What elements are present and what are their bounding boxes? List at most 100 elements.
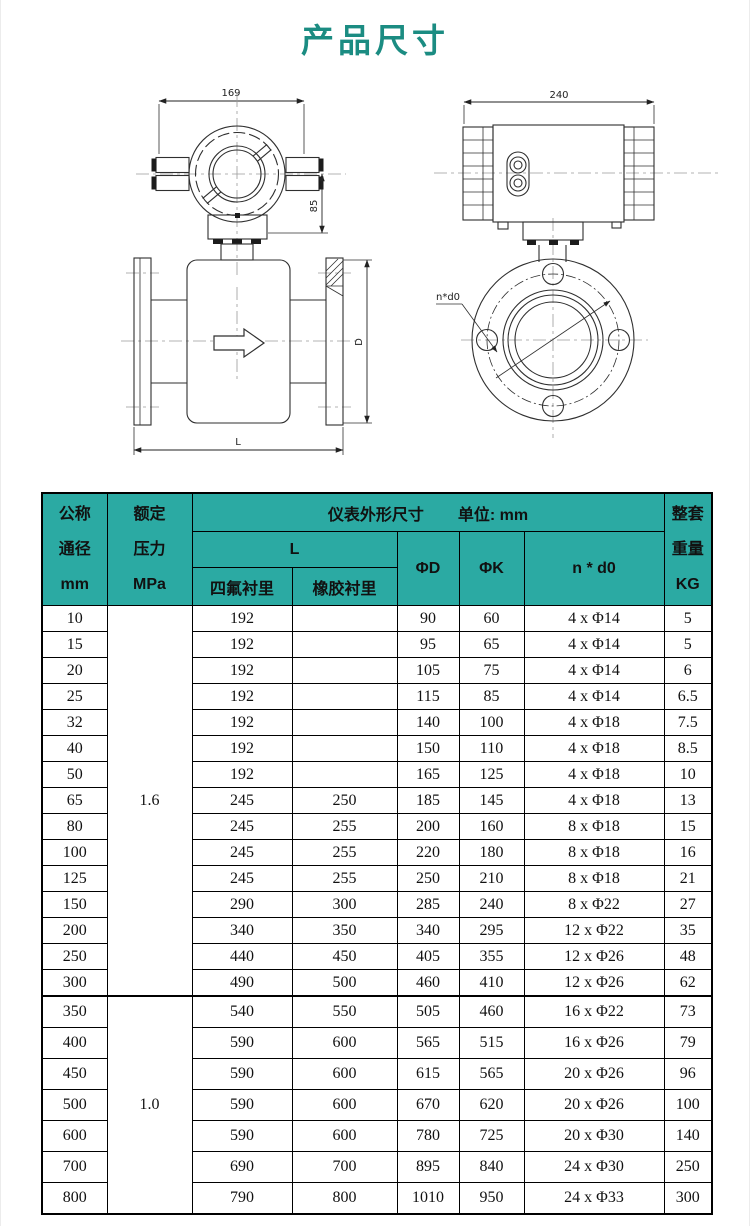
cell-phi-k: 240 [458, 891, 525, 918]
cell-rubber-lining-L: 350 [291, 917, 398, 944]
cell-rubber-lining-L: 300 [291, 891, 398, 918]
cell-rubber-lining-L: 500 [291, 969, 398, 997]
cell-rubber-lining-L: 800 [291, 1182, 398, 1215]
cell-bolt-holes: 8 x Φ18 [523, 865, 665, 892]
cell-phi-d: 505 [396, 995, 460, 1028]
cell-bolt-holes: 4 x Φ14 [523, 605, 665, 632]
cell-phi-d: 405 [396, 943, 460, 970]
cell-weight: 5 [663, 631, 713, 658]
cell-nominal-diameter: 80 [41, 813, 108, 840]
cell-phi-k: 110 [458, 735, 525, 762]
dimension-label: 240 [549, 90, 568, 101]
cell-pressure: 1.6 [106, 605, 193, 997]
cell-phi-d: 105 [396, 657, 460, 684]
table-row: 15 192 95 65 4 x Φ14 5 [41, 631, 713, 658]
cell-phi-d: 150 [396, 735, 460, 762]
cell-nominal-diameter: 300 [41, 969, 108, 997]
cell-bolt-holes: 12 x Φ26 [523, 969, 665, 997]
table-body: 10 1.6 192 90 60 4 x Φ14 5 15 192 95 65 4 x Φ14 5 20 1… [41, 605, 713, 1215]
cell-nominal-diameter: 450 [41, 1058, 108, 1090]
cell-rubber-lining-L: 255 [291, 865, 398, 892]
cell-nominal-diameter: 65 [41, 787, 108, 814]
cell-weight: 35 [663, 917, 713, 944]
cell-phi-k: 565 [458, 1058, 525, 1090]
cell-nominal-diameter: 350 [41, 995, 108, 1028]
table-row: 100 245 255 220 180 8 x Φ18 16 [41, 839, 713, 866]
cell-ptfe-lining-L: 192 [191, 683, 293, 710]
cell-weight: 140 [663, 1120, 713, 1152]
cell-weight: 62 [663, 969, 713, 997]
cell-rubber-lining-L: 250 [291, 787, 398, 814]
cell-bolt-holes: 4 x Φ18 [523, 735, 665, 762]
table-row: 800 790 800 1010 950 24 x Φ33 300 [41, 1182, 713, 1215]
cell-nominal-diameter: 10 [41, 605, 108, 632]
header-nominal-diameter: 公称 通径 mm [41, 492, 108, 606]
cell-rubber-lining-L: 600 [291, 1058, 398, 1090]
cell-nominal-diameter: 40 [41, 735, 108, 762]
header-rated-pressure: 额定 压力 MPa [106, 492, 193, 606]
cell-ptfe-lining-L: 490 [191, 969, 293, 997]
cell-phi-d: 140 [396, 709, 460, 736]
cell-bolt-holes: 20 x Φ26 [523, 1058, 665, 1090]
cell-phi-k: 100 [458, 709, 525, 736]
cell-phi-k: 85 [458, 683, 525, 710]
cell-phi-k: 620 [458, 1089, 525, 1121]
cell-nominal-diameter: 600 [41, 1120, 108, 1152]
cable-glands [506, 151, 530, 197]
cell-nominal-diameter: 200 [41, 917, 108, 944]
cell-ptfe-lining-L: 790 [191, 1182, 293, 1215]
dimension-label: n*d0 [436, 292, 460, 303]
cell-ptfe-lining-L: 245 [191, 865, 293, 892]
cell-ptfe-lining-L: 540 [191, 995, 293, 1028]
table-row: 10 1.6 192 90 60 4 x Φ14 5 [41, 605, 713, 997]
header-phi-k: ΦK [458, 531, 525, 606]
cell-bolt-holes: 12 x Φ22 [523, 917, 665, 944]
cell-phi-d: 670 [396, 1089, 460, 1121]
table-row: 80 245 255 200 160 8 x Φ18 15 [41, 813, 713, 840]
page-title: 产品尺寸 [301, 22, 449, 59]
cell-rubber-lining-L: 255 [291, 813, 398, 840]
table-row: 450 590 600 615 565 20 x Φ26 96 [41, 1058, 713, 1090]
cell-phi-k: 950 [458, 1182, 525, 1215]
cell-phi-d: 340 [396, 917, 460, 944]
cell-rubber-lining-L [291, 735, 398, 762]
cell-phi-d: 90 [396, 605, 460, 632]
cell-phi-d: 95 [396, 631, 460, 658]
cell-ptfe-lining-L: 590 [191, 1120, 293, 1152]
cell-phi-k: 295 [458, 917, 525, 944]
cell-weight: 13 [663, 787, 713, 814]
cell-phi-k: 460 [458, 995, 525, 1028]
dimension-L: L [133, 427, 344, 455]
cell-nominal-diameter: 20 [41, 657, 108, 684]
cell-phi-d: 895 [396, 1151, 460, 1183]
cell-weight: 8.5 [663, 735, 713, 762]
cell-ptfe-lining-L: 245 [191, 787, 293, 814]
cell-ptfe-lining-L: 590 [191, 1058, 293, 1090]
cell-bolt-holes: 12 x Φ26 [523, 943, 665, 970]
table-row: 500 590 600 670 620 20 x Φ26 100 [41, 1089, 713, 1121]
cell-nominal-diameter: 15 [41, 631, 108, 658]
junction-box [207, 213, 268, 261]
cell-phi-k: 125 [458, 761, 525, 788]
cell-phi-d: 165 [396, 761, 460, 788]
cell-ptfe-lining-L: 245 [191, 839, 293, 866]
header-rubber-lining: 橡胶衬里 [291, 567, 398, 606]
table-row: 350 1.0 540 550 505 460 16 x Φ22 73 [41, 995, 713, 1215]
sensor-body [133, 257, 344, 426]
flowmeter-side-view-drawing: 169 [121, 88, 372, 455]
cell-weight: 10 [663, 761, 713, 788]
cell-ptfe-lining-L: 245 [191, 813, 293, 840]
mounting-bracket [522, 221, 584, 262]
cell-weight: 96 [663, 1058, 713, 1090]
table-row: 150 290 300 285 240 8 x Φ22 27 [41, 891, 713, 918]
cell-ptfe-lining-L: 192 [191, 657, 293, 684]
cell-phi-d: 780 [396, 1120, 460, 1152]
cell-ptfe-lining-L: 590 [191, 1089, 293, 1121]
cell-weight: 73 [663, 995, 713, 1028]
cell-ptfe-lining-L: 192 [191, 709, 293, 736]
table-row: 40 192 150 110 4 x Φ18 8.5 [41, 735, 713, 762]
cell-nominal-diameter: 50 [41, 761, 108, 788]
flange-front-view [471, 258, 635, 422]
table-row: 300 490 500 460 410 12 x Φ26 62 [41, 969, 713, 997]
cell-rubber-lining-L [291, 631, 398, 658]
